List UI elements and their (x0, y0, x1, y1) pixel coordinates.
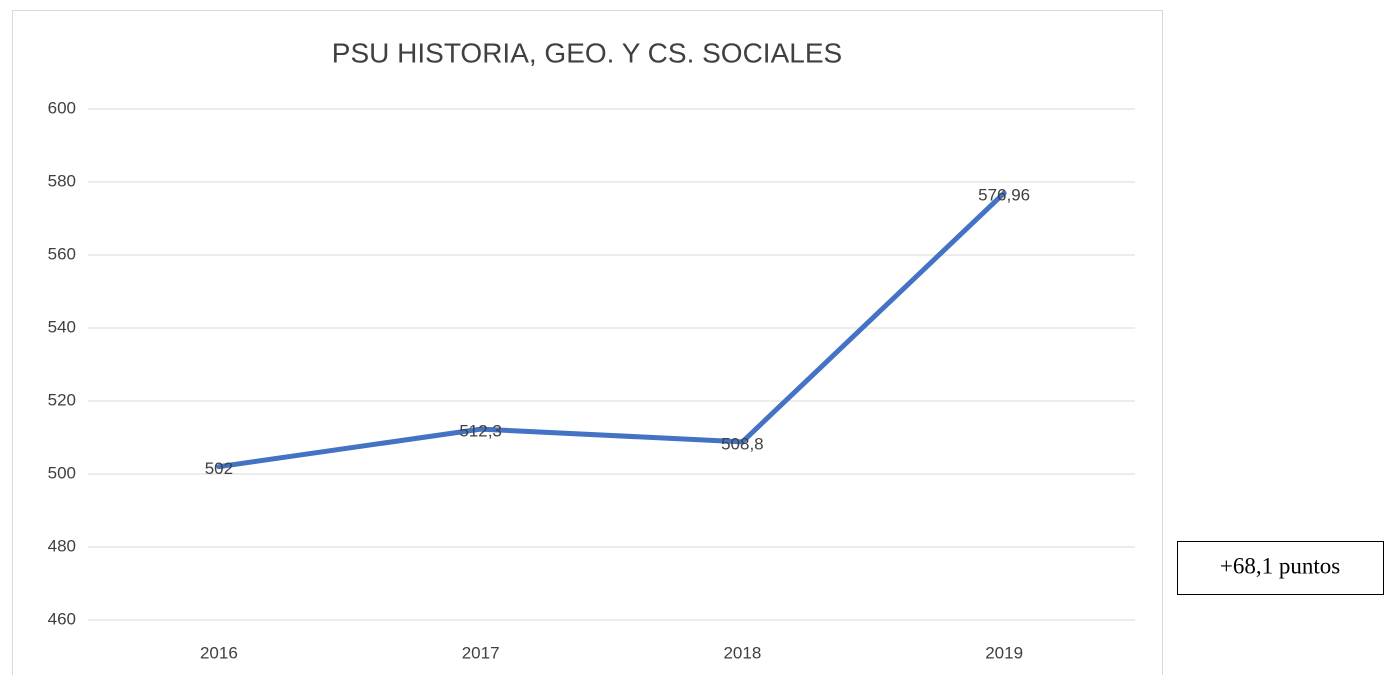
x-tick-label: 2019 (985, 643, 1023, 662)
y-tick-label: 520 (48, 390, 76, 409)
x-tick-label: 2017 (462, 643, 500, 662)
chart-frame (12, 10, 1163, 675)
x-tick-label: 2016 (200, 643, 238, 662)
annotation-box (1177, 541, 1384, 595)
y-tick-label: 460 (48, 609, 76, 628)
data-label: 512,3 (459, 422, 502, 441)
y-tick-label: 500 (48, 463, 76, 482)
data-line (216, 190, 1007, 470)
chart-title: PSU HISTORIA, GEO. Y CS. SOCIALES (332, 37, 842, 68)
y-tick-label: 560 (48, 244, 76, 263)
x-tick-label: 2018 (723, 643, 761, 662)
y-tick-label: 580 (48, 171, 76, 190)
data-label: 576,96 (978, 186, 1030, 205)
data-label: 508,8 (721, 434, 764, 453)
y-tick-label: 540 (48, 317, 76, 336)
y-tick-label: 480 (48, 536, 76, 555)
y-tick-label: 600 (48, 98, 76, 117)
annotation: +68,1 puntos (1220, 553, 1340, 578)
data-label: 502 (205, 459, 233, 478)
